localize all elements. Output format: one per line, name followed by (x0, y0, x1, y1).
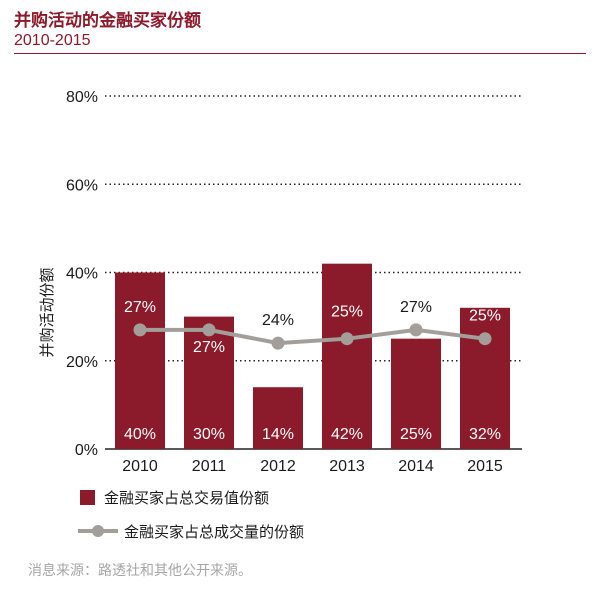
line-value-label: 27% (124, 299, 156, 316)
bar-value-label: 14% (262, 426, 294, 443)
x-tick-label: 2013 (329, 458, 365, 475)
title-divider (14, 53, 586, 54)
legend-swatch-bar (80, 490, 95, 505)
bar-value-label: 25% (400, 426, 432, 443)
line-value-label: 24% (262, 312, 294, 329)
line-point (409, 323, 423, 337)
y-axis-label: 并购活动份额 (38, 267, 56, 357)
y-tick-label: 40% (66, 266, 98, 283)
legend-label-line: 金融买家占总成交量的份额 (124, 523, 304, 541)
bar (391, 338, 441, 449)
bar-value-label: 42% (331, 426, 363, 443)
x-tick-label: 2014 (398, 458, 434, 475)
legend-swatch-point (92, 525, 104, 537)
x-tick-label: 2015 (467, 458, 503, 475)
bar (115, 272, 165, 449)
x-tick-label: 2010 (122, 458, 158, 475)
bar-value-label: 40% (124, 426, 156, 443)
line-value-label: 25% (331, 304, 363, 321)
bar-value-label: 32% (469, 426, 501, 443)
bar (460, 307, 510, 449)
chart-subtitle: 2010-2015 (14, 32, 91, 49)
line-series (140, 327, 486, 346)
x-tick-label: 2011 (192, 458, 227, 475)
y-tick-label: 60% (66, 177, 98, 194)
line-point (202, 323, 216, 337)
line-point (478, 332, 492, 346)
line-point (271, 336, 285, 350)
line-value-label: 27% (193, 339, 225, 356)
bar (322, 263, 372, 449)
chart-title: 并购活动的金融买家份额 (14, 11, 201, 31)
bar (253, 387, 303, 449)
legend-label-bar: 金融买家占总交易值份额 (104, 489, 269, 507)
x-tick-label: 2012 (260, 458, 296, 475)
y-tick-label: 0% (75, 442, 98, 459)
line-value-label: 25% (469, 308, 501, 325)
y-tick-label: 80% (66, 89, 98, 106)
line-point (133, 323, 147, 337)
y-tick-label: 20% (66, 354, 98, 371)
line-point (340, 332, 354, 346)
bar-value-label: 30% (193, 426, 225, 443)
bar (184, 316, 234, 449)
line-value-label: 27% (400, 299, 432, 316)
source-note: 消息来源：路透社和其他公开来源。 (28, 563, 252, 579)
